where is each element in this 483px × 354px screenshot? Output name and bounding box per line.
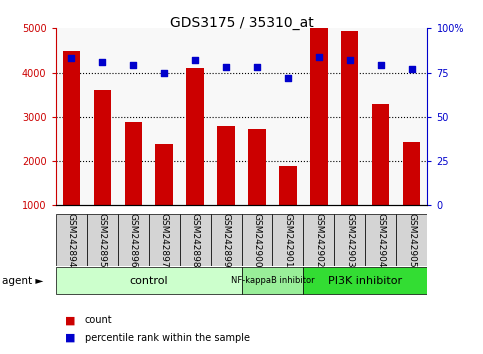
Text: GSM242904: GSM242904 — [376, 213, 385, 267]
Point — [222, 64, 230, 70]
Text: count: count — [85, 315, 112, 325]
Point — [160, 70, 168, 75]
Bar — [156, 144, 172, 250]
FancyBboxPatch shape — [303, 214, 334, 266]
FancyBboxPatch shape — [180, 214, 211, 266]
Point — [315, 54, 323, 59]
Bar — [94, 90, 111, 250]
Bar — [186, 68, 203, 250]
FancyBboxPatch shape — [117, 214, 149, 266]
Point — [284, 75, 292, 81]
Point — [253, 64, 261, 70]
Bar — [372, 104, 389, 250]
Text: GSM242903: GSM242903 — [345, 213, 355, 267]
FancyBboxPatch shape — [242, 267, 303, 294]
Text: GSM242900: GSM242900 — [253, 213, 261, 267]
Text: ■: ■ — [65, 315, 76, 325]
Text: GSM242898: GSM242898 — [190, 213, 199, 267]
Bar — [280, 166, 297, 250]
FancyBboxPatch shape — [366, 214, 397, 266]
Point — [98, 59, 106, 65]
FancyBboxPatch shape — [242, 214, 272, 266]
Point — [377, 63, 385, 68]
Text: GSM242899: GSM242899 — [222, 213, 230, 267]
Bar — [62, 51, 80, 250]
Bar — [403, 142, 421, 250]
Point — [67, 56, 75, 61]
Point — [408, 66, 416, 72]
Point — [346, 57, 354, 63]
Text: GSM242902: GSM242902 — [314, 213, 324, 267]
Text: GDS3175 / 35310_at: GDS3175 / 35310_at — [170, 16, 313, 30]
FancyBboxPatch shape — [56, 267, 242, 294]
Text: GSM242896: GSM242896 — [128, 213, 138, 267]
Text: agent ►: agent ► — [2, 276, 44, 286]
FancyBboxPatch shape — [334, 214, 366, 266]
FancyBboxPatch shape — [86, 214, 117, 266]
Text: control: control — [129, 275, 168, 286]
Bar — [248, 129, 266, 250]
FancyBboxPatch shape — [272, 214, 303, 266]
FancyBboxPatch shape — [303, 267, 427, 294]
Bar — [311, 28, 327, 250]
FancyBboxPatch shape — [149, 214, 180, 266]
Bar — [125, 122, 142, 250]
FancyBboxPatch shape — [211, 214, 242, 266]
Text: percentile rank within the sample: percentile rank within the sample — [85, 333, 250, 343]
Text: GSM242894: GSM242894 — [67, 213, 75, 267]
FancyBboxPatch shape — [56, 214, 86, 266]
Text: NF-kappaB inhibitor: NF-kappaB inhibitor — [231, 276, 314, 285]
Bar — [341, 30, 358, 250]
Text: PI3K inhibitor: PI3K inhibitor — [328, 275, 402, 286]
Point — [191, 57, 199, 63]
Bar — [217, 126, 235, 250]
Text: GSM242905: GSM242905 — [408, 213, 416, 267]
Point — [129, 63, 137, 68]
FancyBboxPatch shape — [397, 214, 427, 266]
Text: GSM242901: GSM242901 — [284, 213, 293, 267]
Text: ■: ■ — [65, 333, 76, 343]
Text: GSM242897: GSM242897 — [159, 213, 169, 267]
Text: GSM242895: GSM242895 — [98, 213, 107, 267]
